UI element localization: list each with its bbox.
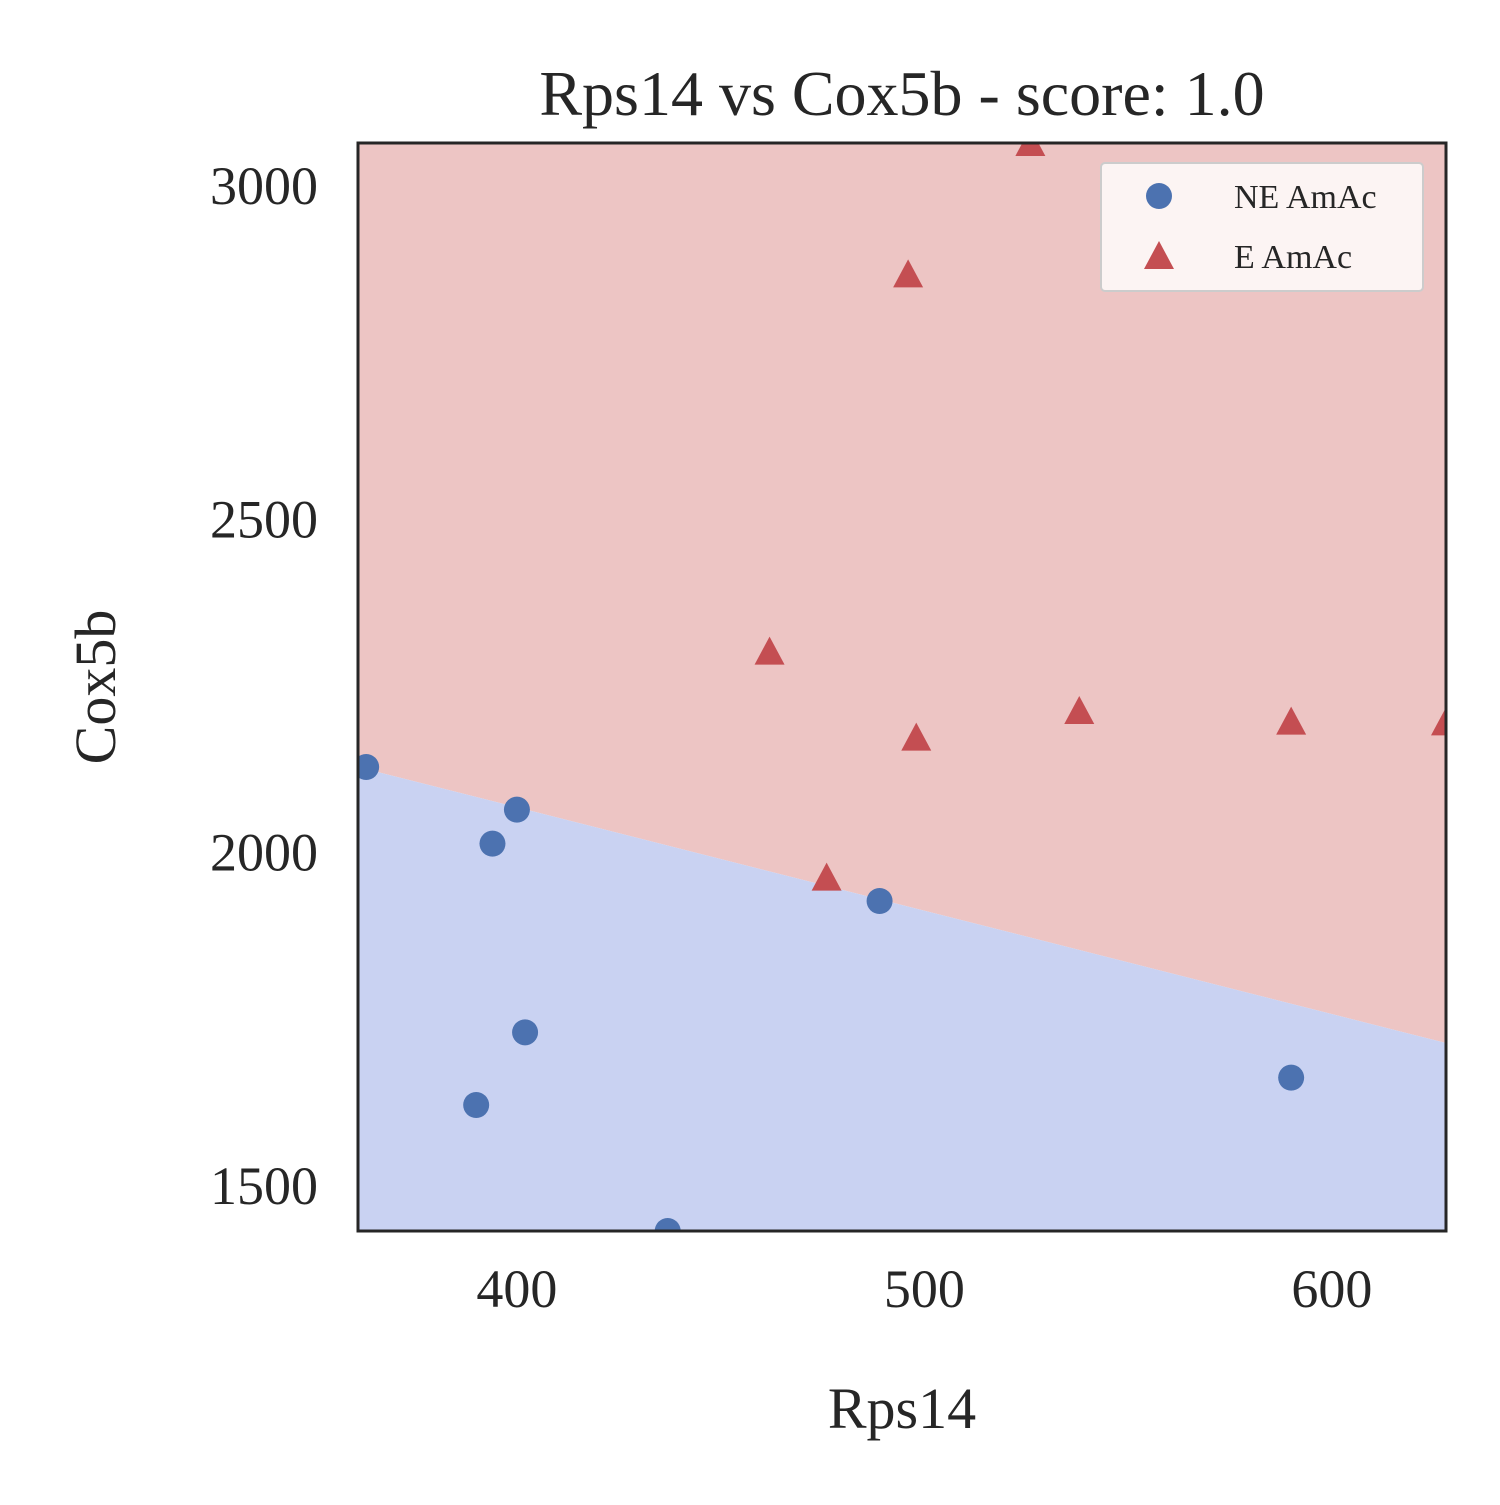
ne-amac-point-8 — [654, 1218, 681, 1231]
legend-triangle-marker — [1144, 241, 1174, 269]
e-amac-point-5 — [1276, 706, 1307, 735]
legend-circle-marker — [1146, 183, 1172, 209]
y-tick-label: 2500 — [210, 489, 318, 549]
legend-box — [1100, 162, 1424, 292]
e-amac-point-2 — [893, 259, 924, 288]
y-tick-label: 2000 — [210, 823, 318, 883]
e-amac-point-1 — [1015, 143, 1046, 156]
e-amac-point-4 — [1064, 696, 1095, 724]
x-tick-label: 600 — [1291, 1259, 1372, 1319]
e-amac-point-6 — [1431, 707, 1446, 736]
e-amac-point-8 — [811, 862, 842, 891]
ne-amac-point-6 — [463, 1092, 490, 1118]
x-tick-label: 500 — [884, 1259, 965, 1319]
chart-title: Rps14 vs Cox5b - score: 1.0 — [539, 58, 1264, 129]
y-axis-ticks: 1500 2000 2500 3000 — [210, 156, 318, 1216]
legend: NE AmAc E AmAc — [1100, 162, 1424, 292]
ne-amac-point-1 — [358, 754, 380, 780]
data-points — [358, 143, 1446, 1231]
e-amac-point-3 — [754, 636, 785, 665]
y-tick-label: 3000 — [210, 156, 318, 216]
ne-amac-point-7 — [1278, 1064, 1305, 1091]
decision-regions — [358, 143, 1446, 1231]
x-axis-ticks: 400 500 600 — [476, 1259, 1372, 1319]
region-ne-amac — [358, 767, 1446, 1231]
ne-amac-point-2 — [503, 796, 530, 823]
legend-entry-label: NE AmAc — [1234, 179, 1377, 216]
region-e-amac — [358, 143, 1446, 1043]
x-axis-label: Rps14 — [828, 1376, 976, 1441]
ne-amac-point-3 — [479, 830, 506, 857]
plot-frame — [356, 141, 1448, 1233]
ne-amac-point-5 — [512, 1019, 539, 1046]
ne-amac-point-4 — [866, 888, 893, 914]
y-tick-label: 1500 — [210, 1156, 318, 1216]
e-amac-point-7 — [901, 722, 932, 751]
x-tick-label: 400 — [476, 1259, 557, 1319]
legend-entry-label: E AmAc — [1234, 239, 1352, 276]
y-axis-label: Cox5b — [63, 610, 128, 765]
